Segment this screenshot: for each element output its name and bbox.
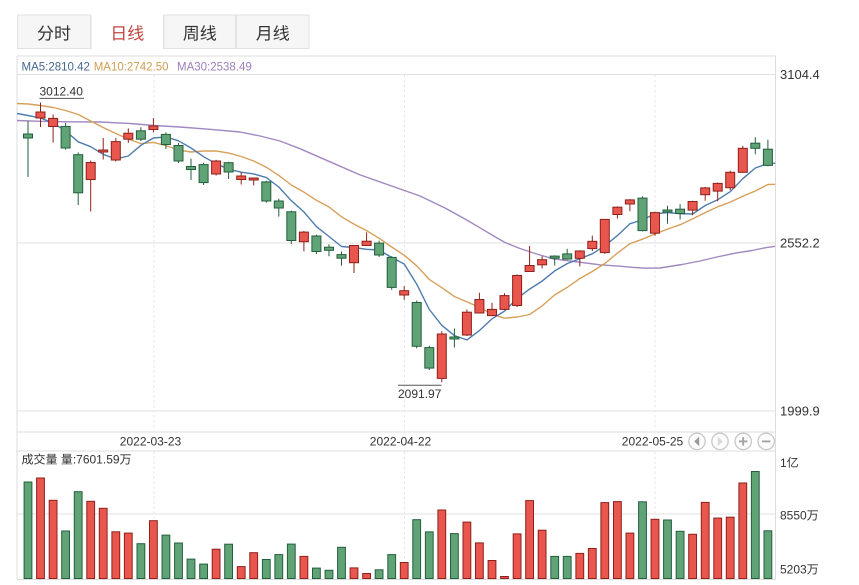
svg-text::7601.59: :7601.59 (73, 453, 120, 467)
svg-text:3012.40: 3012.40 (40, 85, 84, 99)
svg-text:3104.4: 3104.4 (780, 67, 820, 82)
svg-text:MA5:2810.42: MA5:2810.42 (22, 61, 90, 73)
svg-text:5203: 5203 (780, 563, 807, 577)
svg-text:2022-04-22: 2022-04-22 (370, 435, 432, 449)
svg-text:MA30:2538.49: MA30:2538.49 (177, 61, 252, 73)
svg-text:MA10:2742.50: MA10:2742.50 (94, 61, 169, 73)
svg-text:1999.9: 1999.9 (780, 404, 820, 419)
svg-text:2022-05-25: 2022-05-25 (622, 435, 684, 449)
svg-text:2091.97: 2091.97 (398, 387, 442, 401)
svg-text:2552.2: 2552.2 (780, 235, 820, 250)
svg-text:8550: 8550 (780, 509, 807, 523)
svg-text:1: 1 (780, 456, 787, 470)
svg-text:2022-03-23: 2022-03-23 (120, 435, 182, 449)
